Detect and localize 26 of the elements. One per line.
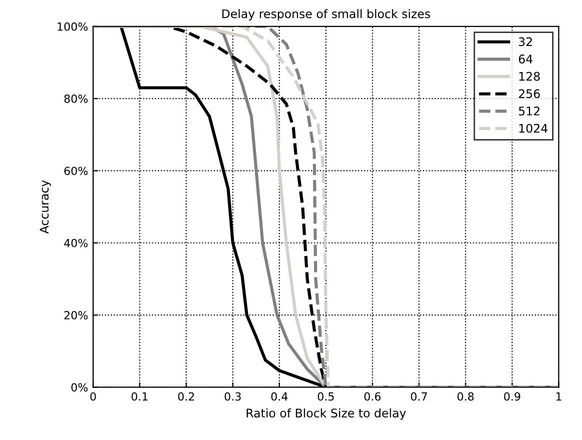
x-tick-label: 0	[90, 392, 96, 401]
y-tick-label: 100%	[58, 22, 88, 31]
y-axis-title: Accuracy	[40, 180, 51, 234]
x-tick-label: 0.8	[458, 392, 474, 401]
legend-label: 64	[518, 54, 532, 64]
y-tick-label: 20%	[64, 311, 88, 320]
x-tick-label: 0.4	[271, 392, 288, 401]
y-tick-label: 80%	[64, 94, 88, 103]
legend-label: 256	[518, 89, 540, 98]
x-tick-label: 0.9	[504, 392, 520, 401]
x-tick-label: 0.1	[132, 392, 148, 401]
x-tick-label: 1	[556, 392, 562, 401]
y-tick-label: 40%	[64, 238, 88, 248]
x-tick-label: 0.6	[364, 392, 381, 401]
chart-title: Delay response of small block sizes	[222, 9, 430, 21]
legend-label: 32	[518, 37, 532, 46]
legend-label: 512	[518, 106, 540, 116]
x-tick-label: 0.7	[410, 392, 427, 401]
x-tick-label: 0.2	[178, 392, 194, 401]
y-tick-label: 60%	[64, 166, 88, 176]
legend-label: 1024	[519, 124, 548, 133]
y-tick-label: 0%	[71, 383, 88, 392]
x-tick-label: 0.3	[224, 392, 241, 401]
legend-label: 128	[519, 72, 540, 81]
x-axis-title: Ratio of Block Size to delay	[246, 408, 406, 420]
x-tick-label: 0.5	[318, 392, 334, 401]
